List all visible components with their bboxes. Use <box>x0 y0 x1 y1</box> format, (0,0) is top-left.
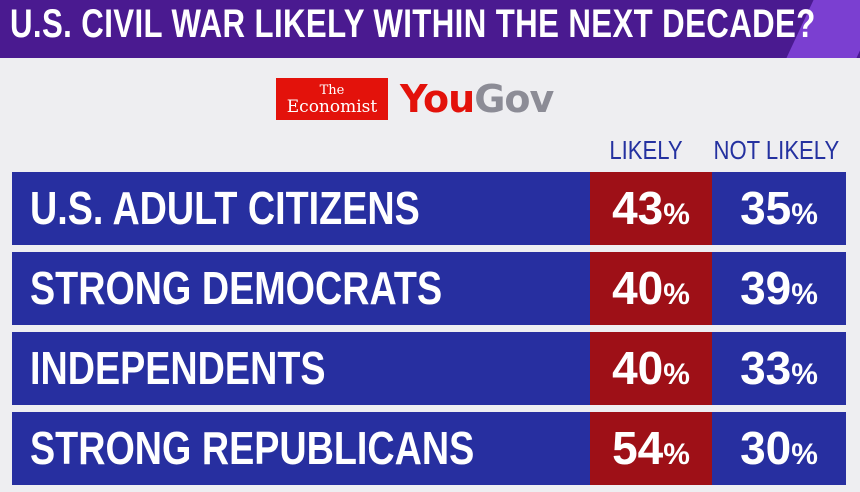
row-label-text: U.S. ADULT CITIZENS <box>30 182 420 234</box>
row-label: INDEPENDENTS <box>12 332 590 405</box>
row-label: STRONG REPUBLICANS <box>12 412 590 485</box>
logo-group: The Economist YouGov <box>276 77 554 121</box>
likely-cell-unit: % <box>663 358 690 391</box>
not-likely-cell-unit: % <box>791 438 818 471</box>
yougov-logo-gov: Gov <box>474 77 554 121</box>
row-label-text: STRONG REPUBLICANS <box>30 422 475 474</box>
likely-cell-value: 40 <box>612 342 664 394</box>
table-row: STRONG REPUBLICANS 54% 30% <box>12 412 846 485</box>
not-likely-cell: 30% <box>712 412 846 485</box>
row-label: STRONG DEMOCRATS <box>12 252 590 325</box>
not-likely-cell-value: 35 <box>740 182 792 234</box>
not-likely-cell-unit: % <box>791 198 818 231</box>
likely-cell-unit: % <box>663 438 690 471</box>
yougov-logo-you: You <box>400 77 475 121</box>
likely-cell-unit: % <box>663 198 690 231</box>
column-header-likely: LIKELY <box>609 135 683 165</box>
likely-cell-value: 43 <box>612 182 664 234</box>
yougov-logo: YouGov <box>400 77 554 121</box>
row-label-text: INDEPENDENTS <box>30 342 326 394</box>
economist-logo-the: The <box>319 82 345 98</box>
likely-cell: 54% <box>590 412 712 485</box>
title-banner: U.S. CIVIL WAR LIKELY WITHIN THE NEXT DE… <box>0 0 860 58</box>
not-likely-cell: 39% <box>712 252 846 325</box>
table-row: STRONG DEMOCRATS 40% 39% <box>12 252 846 325</box>
row-label-text: STRONG DEMOCRATS <box>30 262 443 314</box>
likely-cell-value: 40 <box>612 262 664 314</box>
not-likely-cell-value: 33 <box>740 342 792 394</box>
table-row: INDEPENDENTS 40% 33% <box>12 332 846 405</box>
economist-logo: The Economist <box>276 78 388 120</box>
row-label: U.S. ADULT CITIZENS <box>12 172 590 245</box>
table-row: U.S. ADULT CITIZENS 43% 35% <box>12 172 846 245</box>
likely-cell: 43% <box>590 172 712 245</box>
economist-logo-name: Economist <box>286 96 378 117</box>
results-table: U.S. ADULT CITIZENS 43% 35% STRONG DEMOCRAT… <box>12 172 846 492</box>
likely-cell: 40% <box>590 252 712 325</box>
not-likely-cell-value: 39 <box>740 262 792 314</box>
not-likely-cell: 35% <box>712 172 846 245</box>
not-likely-cell-unit: % <box>791 358 818 391</box>
likely-cell-unit: % <box>663 278 690 311</box>
not-likely-cell-value: 30 <box>740 422 792 474</box>
chart-title: U.S. CIVIL WAR LIKELY WITHIN THE NEXT DE… <box>10 2 816 46</box>
likely-cell-value: 54 <box>612 422 664 474</box>
not-likely-cell-unit: % <box>791 278 818 311</box>
not-likely-cell: 33% <box>712 332 846 405</box>
column-header-not-likely: NOT LIKELY <box>713 135 840 165</box>
likely-cell: 40% <box>590 332 712 405</box>
